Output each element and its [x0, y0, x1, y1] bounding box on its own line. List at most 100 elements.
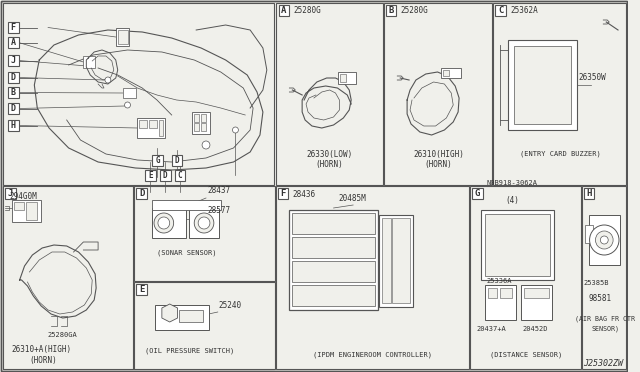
- Bar: [149, 120, 157, 128]
- Circle shape: [232, 127, 238, 133]
- Text: 28436: 28436: [292, 190, 316, 199]
- Bar: [582, 186, 626, 369]
- Bar: [524, 288, 549, 298]
- Bar: [484, 285, 516, 320]
- Text: (HORN): (HORN): [316, 160, 344, 169]
- Text: (ENTRY CARD BUZZER): (ENTRY CARD BUZZER): [520, 150, 600, 157]
- Text: (IPDM ENGINEROOM CONTROLLER): (IPDM ENGINEROOM CONTROLLER): [313, 352, 432, 359]
- Text: C: C: [498, 6, 504, 15]
- Bar: [194, 123, 199, 131]
- Bar: [8, 22, 19, 33]
- Bar: [292, 213, 375, 234]
- Bar: [8, 87, 19, 98]
- Text: 28577: 28577: [207, 206, 230, 215]
- Bar: [444, 70, 449, 76]
- Bar: [8, 37, 19, 48]
- Bar: [8, 103, 19, 114]
- Bar: [585, 225, 593, 243]
- Text: (SONAR SENSOR): (SONAR SENSOR): [157, 250, 216, 257]
- Bar: [289, 210, 378, 310]
- Circle shape: [600, 236, 608, 244]
- Text: D: D: [163, 171, 168, 180]
- Bar: [152, 208, 186, 238]
- Text: (DISTANCE SENSOR): (DISTANCE SENSOR): [490, 352, 562, 359]
- Text: B: B: [388, 6, 394, 15]
- Bar: [26, 202, 37, 220]
- Bar: [442, 68, 461, 78]
- Bar: [136, 284, 147, 295]
- Bar: [160, 170, 171, 181]
- Bar: [276, 186, 469, 369]
- Text: E: E: [139, 285, 145, 294]
- Bar: [3, 3, 274, 185]
- Bar: [340, 74, 346, 82]
- Bar: [155, 305, 209, 330]
- Text: 25280G: 25280G: [293, 6, 321, 15]
- Bar: [123, 88, 136, 98]
- Text: 25280G: 25280G: [400, 6, 428, 15]
- Text: (HORN): (HORN): [29, 356, 57, 365]
- Bar: [488, 288, 497, 298]
- Bar: [152, 200, 221, 210]
- Text: D: D: [11, 104, 16, 113]
- Text: (HORN): (HORN): [424, 160, 452, 169]
- Circle shape: [595, 231, 613, 249]
- Bar: [172, 155, 182, 166]
- Bar: [278, 188, 289, 199]
- Bar: [381, 218, 392, 303]
- Bar: [484, 214, 550, 276]
- Text: SENSOR): SENSOR): [591, 326, 620, 333]
- Bar: [8, 72, 19, 83]
- Text: F: F: [280, 189, 285, 198]
- Bar: [508, 40, 577, 130]
- Bar: [3, 186, 133, 369]
- Text: 26330(LOW): 26330(LOW): [307, 150, 353, 159]
- Text: J: J: [11, 56, 16, 65]
- Bar: [159, 120, 163, 136]
- Text: N0B918-3062A: N0B918-3062A: [486, 180, 538, 186]
- Bar: [201, 123, 206, 131]
- Text: 25362A: 25362A: [510, 6, 538, 15]
- Bar: [140, 120, 147, 128]
- Text: 20485M: 20485M: [339, 194, 366, 203]
- Bar: [8, 120, 19, 131]
- Circle shape: [202, 141, 210, 149]
- Bar: [481, 210, 554, 280]
- Text: J25302ZW: J25302ZW: [583, 359, 623, 368]
- Bar: [493, 3, 626, 185]
- Bar: [276, 3, 383, 185]
- Text: C: C: [178, 171, 182, 180]
- Bar: [500, 288, 512, 298]
- Bar: [116, 28, 129, 46]
- Text: 25280GA: 25280GA: [47, 332, 77, 338]
- Bar: [584, 188, 595, 199]
- Text: G: G: [474, 189, 480, 198]
- Bar: [470, 186, 580, 369]
- Bar: [189, 208, 219, 238]
- Text: 26310(HIGH): 26310(HIGH): [413, 150, 464, 159]
- Text: B: B: [11, 88, 16, 97]
- Text: 25336A: 25336A: [486, 278, 512, 284]
- Text: 26310+A(HIGH): 26310+A(HIGH): [12, 345, 72, 354]
- Text: 98581: 98581: [589, 294, 612, 303]
- Bar: [392, 218, 410, 303]
- Bar: [194, 114, 199, 122]
- Polygon shape: [162, 304, 177, 322]
- Bar: [12, 200, 41, 222]
- Text: (4): (4): [505, 196, 519, 205]
- Text: A: A: [282, 6, 287, 15]
- Bar: [118, 30, 127, 44]
- Bar: [292, 285, 375, 306]
- Bar: [136, 188, 147, 199]
- Text: D: D: [139, 189, 145, 198]
- Circle shape: [198, 217, 210, 229]
- Circle shape: [589, 225, 619, 255]
- Text: D: D: [11, 73, 16, 82]
- Bar: [179, 310, 203, 322]
- Text: 25385B: 25385B: [584, 280, 609, 286]
- Bar: [292, 237, 375, 258]
- Bar: [472, 188, 483, 199]
- Bar: [201, 114, 206, 122]
- Circle shape: [125, 102, 131, 108]
- Text: (OIL PRESSURE SWITCH): (OIL PRESSURE SWITCH): [145, 348, 234, 355]
